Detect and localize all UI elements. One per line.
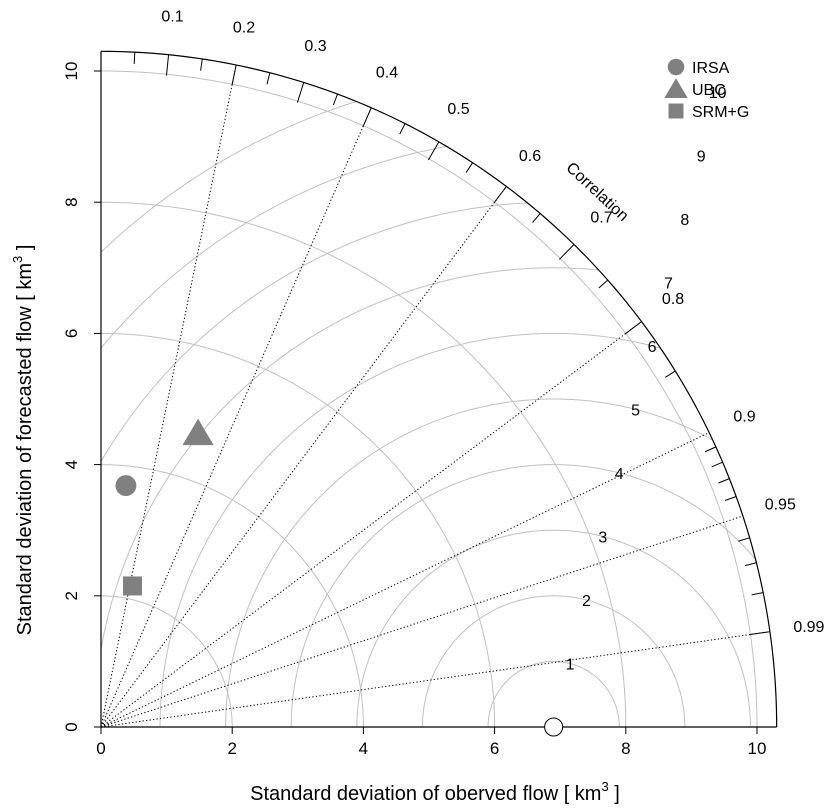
correlation-label: 0.9 — [733, 408, 755, 425]
legend-marker-irsa — [667, 58, 685, 76]
rms-contour — [290, 464, 756, 728]
correlation-tick — [399, 123, 406, 135]
correlation-label: 0.95 — [765, 497, 796, 514]
data-point-irsa — [115, 475, 137, 497]
y-tick-label: 10 — [62, 62, 81, 81]
y-axis-title: Standard deviation of forecasted flow [ … — [10, 245, 36, 636]
correlation-tick — [598, 279, 609, 289]
correlation-tick — [493, 186, 507, 204]
correlation-label: 0.8 — [662, 291, 684, 308]
correlation-label: 0.5 — [447, 101, 469, 118]
correlation-tick — [751, 592, 764, 596]
correlation-line — [100, 107, 372, 728]
y-tick-label: 6 — [62, 329, 81, 338]
data-point-ubc — [182, 418, 214, 446]
legend-marker-ubc — [664, 78, 688, 98]
correlation-line — [100, 186, 507, 728]
y-tick-label: 4 — [62, 460, 81, 469]
correlation-tick — [749, 631, 770, 636]
rms-contour — [100, 267, 599, 650]
grid-layer — [100, 64, 770, 728]
correlation-label: 0.3 — [304, 38, 326, 55]
sd-arc — [100, 595, 233, 728]
correlation-tick — [718, 478, 730, 484]
correlation-line — [100, 631, 770, 728]
correlation-label: 0.7 — [590, 209, 612, 226]
rms-label: 4 — [615, 466, 624, 483]
y-tick-label: 0 — [62, 722, 81, 731]
rms-label: 10 — [709, 85, 727, 102]
correlation-tick — [624, 321, 642, 335]
observed-point — [544, 717, 564, 737]
sd-arc — [100, 201, 627, 728]
sd-arc — [100, 70, 758, 728]
data-point-srm-g — [122, 576, 142, 596]
correlation-line — [100, 515, 744, 728]
x-tick-label: 4 — [359, 739, 368, 758]
correlation-line — [100, 432, 710, 728]
correlation-label: 0.99 — [793, 619, 824, 636]
correlation-tick — [744, 562, 757, 567]
correlation-tick — [465, 162, 474, 173]
rms-label: 2 — [582, 593, 591, 610]
rms-contour — [159, 332, 661, 728]
correlation-tick — [362, 107, 372, 128]
y-tick-label: 8 — [62, 197, 81, 206]
legend-label: UBC — [692, 82, 726, 99]
correlation-tick — [133, 52, 136, 64]
rms-contour — [487, 660, 620, 728]
rms-label: 7 — [664, 275, 673, 292]
rms-label: 3 — [598, 529, 607, 546]
correlation-line — [100, 64, 237, 728]
rms-contour — [356, 529, 751, 728]
rms-contour — [100, 100, 357, 253]
correlation-tick — [665, 370, 676, 378]
y-tick-label: 2 — [62, 591, 81, 600]
x-tick-label: 10 — [748, 739, 767, 758]
correlation-line — [100, 321, 642, 728]
rms-contour — [421, 595, 686, 728]
correlation-label: 0.2 — [233, 19, 255, 36]
rms-label: 1 — [566, 656, 575, 673]
x-axis-title: Standard deviation of oberved flow [ km3… — [250, 779, 620, 805]
correlation-tick — [427, 141, 440, 161]
legend-marker-srm-g — [668, 103, 684, 119]
correlation-tick — [332, 93, 338, 106]
x-tick-label: 2 — [227, 739, 236, 758]
correlation-label: 0.1 — [161, 9, 183, 26]
correlation-tick — [200, 58, 203, 71]
rms-contour — [225, 398, 714, 728]
correlation-label: 0.4 — [376, 65, 398, 82]
x-tick-label: 0 — [96, 739, 105, 758]
x-tick-label: 8 — [621, 739, 630, 758]
legend: IRSA UBC SRM+G — [664, 58, 749, 121]
correlation-tick — [711, 461, 723, 468]
legend-label: SRM+G — [692, 104, 749, 121]
rms-label: 5 — [631, 402, 640, 419]
outer-arc — [100, 50, 778, 728]
rms-label: 8 — [680, 212, 689, 229]
legend-label: IRSA — [692, 60, 730, 77]
rms-label: 9 — [697, 148, 706, 165]
rms-contour — [100, 145, 447, 349]
correlation-label: 0.6 — [519, 148, 541, 165]
correlation-tick — [165, 54, 170, 76]
correlation-tick — [724, 496, 737, 501]
x-tick-label: 6 — [490, 739, 499, 758]
correlation-tick — [532, 213, 541, 223]
rms-contour — [100, 202, 528, 462]
sd-arc — [100, 464, 364, 728]
rms-label: 6 — [648, 339, 657, 356]
correlation-tick — [296, 82, 305, 103]
correlation-tick — [558, 244, 575, 260]
axes-layer — [94, 50, 778, 734]
points-layer — [115, 418, 564, 737]
correlation-tick — [704, 446, 717, 453]
correlation-tick — [231, 64, 237, 86]
correlation-tick — [266, 72, 271, 85]
correlation-tick — [738, 537, 750, 542]
